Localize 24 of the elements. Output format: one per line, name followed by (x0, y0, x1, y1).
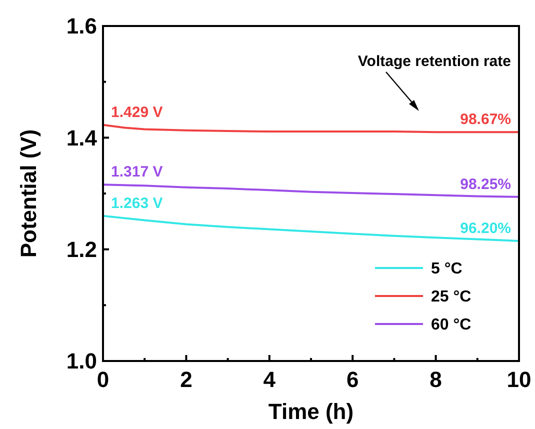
annotation: 98.25% (460, 176, 511, 193)
annotation: 1.263 V (111, 194, 163, 212)
annotation: 1.429 V (111, 104, 163, 121)
legend-label: 60 °C (431, 316, 472, 334)
x-tick-label: 2 (180, 367, 192, 392)
y-tick-label: 1.2 (66, 237, 97, 262)
y-tick-label: 1.0 (66, 348, 97, 374)
annotation: 98.67% (460, 111, 511, 128)
x-tick-label: 4 (263, 367, 276, 392)
x-tick-label: 8 (430, 367, 442, 392)
line-series (102, 214, 520, 242)
line-series (102, 124, 520, 134)
x-axis-title: Time (h) (268, 399, 354, 424)
y-tick-label: 1.4 (66, 125, 98, 150)
y-tick-label: 1.6 (66, 14, 97, 39)
annotation: 1.317 V (111, 164, 163, 181)
x-tick-label: 6 (346, 367, 359, 392)
legend-label: 25 °C (431, 288, 472, 306)
y-axis-title: Potential (V) (16, 129, 41, 258)
x-tick-label: 0 (96, 367, 110, 392)
annotation: 96.20% (460, 220, 511, 237)
x-tick-label: 10 (506, 367, 532, 392)
legend-label: 5 °C (431, 260, 463, 278)
annotation: Voltage retention rate (358, 53, 511, 70)
